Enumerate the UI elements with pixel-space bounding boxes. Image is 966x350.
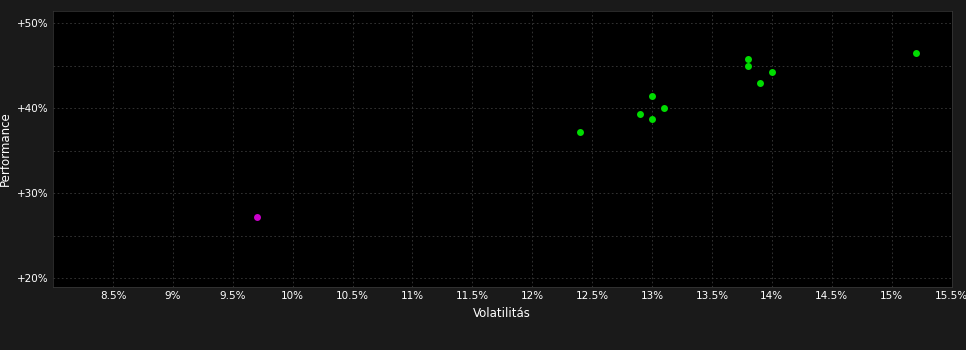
Point xyxy=(573,130,588,135)
Point xyxy=(740,63,755,69)
Point xyxy=(753,80,768,86)
X-axis label: Volatilitás: Volatilitás xyxy=(473,307,531,320)
Point xyxy=(764,69,780,75)
Point xyxy=(644,93,660,98)
Point xyxy=(249,215,265,220)
Point xyxy=(740,56,755,62)
Point xyxy=(656,106,671,111)
Point xyxy=(908,50,923,56)
Point xyxy=(644,117,660,122)
Y-axis label: Performance: Performance xyxy=(0,111,12,186)
Point xyxy=(633,112,648,117)
